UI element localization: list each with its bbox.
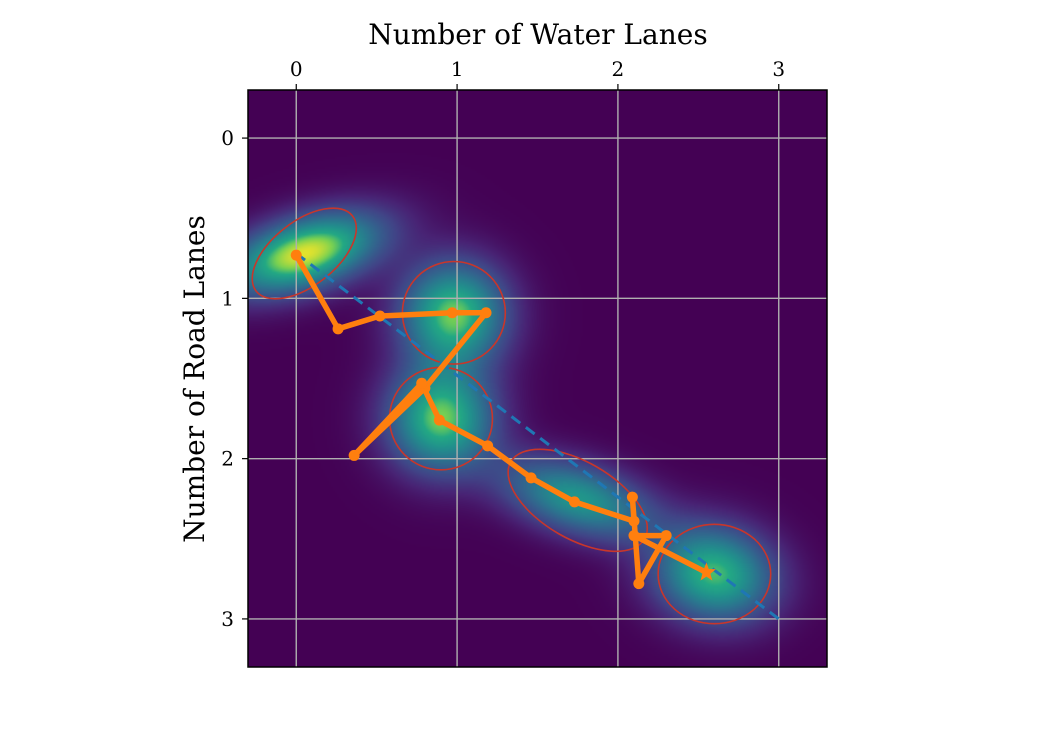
y-tick-label: 3 xyxy=(221,607,234,631)
trajectory-point xyxy=(348,449,360,461)
trajectory-point xyxy=(290,249,302,261)
trajectory-point xyxy=(374,310,386,322)
trajectory-point xyxy=(633,578,645,590)
y-ticks: 0 1 2 3 xyxy=(221,126,248,631)
trajectory-point xyxy=(568,496,580,508)
trajectory-line xyxy=(293,252,710,587)
trajectory-end-star xyxy=(696,562,716,581)
trajectory-point xyxy=(482,440,494,452)
y-tick-label: 1 xyxy=(221,286,234,310)
trajectory-point xyxy=(525,472,537,484)
y-tick-label: 0 xyxy=(221,126,234,150)
x-tick-label: 1 xyxy=(451,57,464,81)
covariance-ellipse xyxy=(657,523,772,625)
y-tick-label: 2 xyxy=(221,447,234,471)
density-heatmap xyxy=(248,90,827,667)
trajectory-point xyxy=(416,377,428,389)
trajectory-point xyxy=(480,307,492,319)
trajectory-point xyxy=(628,530,640,542)
trajectory-layer xyxy=(290,249,716,590)
x-tick-label: 3 xyxy=(772,57,785,81)
trajectory-point xyxy=(446,307,458,319)
trajectory-point xyxy=(626,491,638,503)
grid-lines xyxy=(248,90,827,667)
x-tick-label: 2 xyxy=(612,57,625,81)
trajectory-point xyxy=(628,515,640,527)
x-axis-title: Number of Water Lanes xyxy=(368,18,707,51)
x-ticks: 0 1 2 3 xyxy=(290,57,785,90)
plot-frame xyxy=(247,89,828,668)
trajectory-point xyxy=(660,530,672,542)
plot-area xyxy=(247,89,828,668)
covariance-ellipse xyxy=(251,207,358,300)
x-tick-label: 0 xyxy=(290,57,303,81)
y-axis-title: Number of Road Lanes xyxy=(178,215,211,543)
trajectory-point xyxy=(433,414,445,426)
trajectory-point xyxy=(332,323,344,335)
